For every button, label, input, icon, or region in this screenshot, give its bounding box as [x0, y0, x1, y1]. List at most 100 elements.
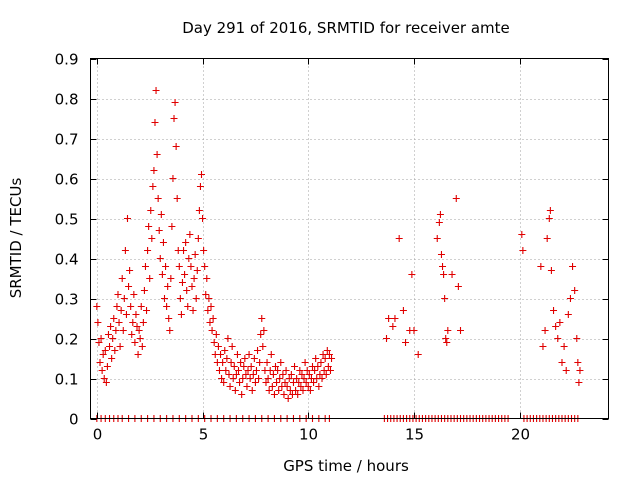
data-point	[448, 271, 456, 278]
data-point	[134, 351, 142, 358]
data-point	[223, 355, 231, 362]
data-point	[183, 287, 191, 294]
data-point	[547, 267, 555, 274]
data-point	[218, 375, 226, 382]
data-point	[395, 235, 403, 242]
data-point	[225, 371, 233, 378]
data-point	[114, 291, 122, 298]
data-point	[113, 303, 121, 310]
data-point	[130, 291, 138, 298]
data-point	[318, 375, 326, 382]
data-point	[282, 367, 290, 374]
data-point	[220, 379, 228, 386]
data-point	[305, 371, 313, 378]
data-point	[312, 355, 320, 362]
data-point	[519, 247, 527, 254]
data-point	[571, 287, 579, 294]
y-tick-label: 0.7	[55, 131, 79, 149]
data-point	[258, 315, 266, 322]
data-point	[255, 375, 263, 382]
data-point	[245, 351, 253, 358]
data-point	[295, 379, 303, 386]
data-point	[185, 255, 193, 262]
data-point	[543, 235, 551, 242]
data-point	[326, 367, 334, 374]
data-point	[207, 303, 215, 310]
data-point	[304, 383, 312, 390]
data-point	[268, 383, 276, 390]
data-point	[280, 391, 288, 398]
data-point	[325, 351, 333, 358]
data-point	[120, 295, 128, 302]
data-point	[172, 143, 180, 150]
data-point	[137, 303, 145, 310]
data-point	[212, 331, 220, 338]
data-point	[208, 327, 216, 334]
data-point	[199, 215, 207, 222]
data-point	[444, 327, 452, 334]
x-tick-label: 20	[511, 426, 530, 444]
data-point	[206, 319, 214, 326]
data-point	[546, 207, 554, 214]
data-point	[391, 315, 399, 322]
data-point	[138, 343, 146, 350]
data-point	[98, 367, 106, 374]
data-point	[186, 231, 194, 238]
data-point	[443, 339, 451, 346]
data-point	[322, 371, 330, 378]
data-point	[574, 359, 582, 366]
data-point	[324, 363, 332, 370]
grid	[90, 58, 609, 419]
data-point	[545, 215, 553, 222]
data-point	[264, 375, 272, 382]
data-point	[93, 303, 101, 310]
data-point	[166, 327, 174, 334]
data-point	[159, 239, 167, 246]
data-point	[541, 327, 549, 334]
y-tick-label: 0.2	[55, 331, 79, 349]
chart-title: Day 291 of 2016, SRMTID for receiver amt…	[182, 19, 510, 37]
data-point	[321, 355, 329, 362]
data-point	[94, 319, 102, 326]
data-point	[436, 211, 444, 218]
data-point	[161, 295, 168, 302]
data-point	[281, 379, 289, 386]
data-point	[96, 359, 104, 366]
data-point	[131, 339, 139, 346]
x-tick-label: 0	[93, 426, 103, 444]
data-point	[291, 363, 299, 370]
data-point	[323, 347, 331, 354]
data-point	[125, 283, 133, 290]
data-point	[150, 167, 158, 174]
data-point	[119, 327, 127, 334]
data-point	[235, 367, 242, 374]
data-point	[437, 251, 445, 258]
data-point	[193, 267, 201, 274]
data-point	[293, 375, 301, 382]
data-point	[115, 319, 123, 326]
data-point	[196, 183, 204, 190]
data-point	[136, 335, 144, 342]
data-point	[560, 343, 568, 350]
data-point	[106, 343, 114, 350]
data-point	[170, 115, 178, 122]
data-point	[254, 347, 262, 354]
data-point	[146, 275, 154, 282]
data-point	[181, 271, 189, 278]
data-point	[144, 247, 152, 254]
data-point	[252, 367, 260, 374]
data-point	[195, 207, 203, 214]
data-point	[562, 367, 570, 374]
data-point	[203, 275, 211, 282]
data-point	[184, 303, 192, 310]
data-point	[231, 387, 239, 394]
data-point	[552, 323, 560, 330]
y-tick-label: 0.6	[55, 171, 79, 189]
data-point	[232, 371, 240, 378]
data-point	[314, 363, 322, 370]
data-point	[260, 327, 268, 334]
data-point	[154, 195, 162, 202]
data-point	[182, 239, 190, 246]
data-point	[126, 267, 134, 274]
